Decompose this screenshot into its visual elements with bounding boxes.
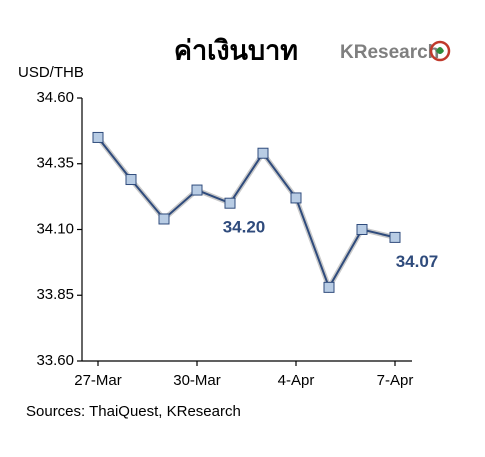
marker <box>125 174 137 186</box>
y-tick-label: 33.60 <box>36 352 74 369</box>
chart-title: ค่าเงินบาท <box>174 36 298 67</box>
y-tick-label: 34.35 <box>36 155 74 172</box>
marker <box>92 131 104 143</box>
x-tick-label: 7-Apr <box>377 372 414 389</box>
series-line <box>97 136 396 290</box>
y-axis-label: USD/THB <box>18 64 84 81</box>
marker <box>158 213 170 225</box>
marker <box>224 197 236 209</box>
brand-logo: KResearch <box>340 42 439 63</box>
logo-icon <box>429 40 451 62</box>
marker <box>290 192 302 204</box>
marker <box>323 281 335 293</box>
marker <box>389 231 401 243</box>
y-tick-label: 34.10 <box>36 220 74 237</box>
marker <box>191 184 203 196</box>
x-tick-label: 30-Mar <box>173 372 221 389</box>
source-note: Sources: ThaiQuest, KResearch <box>26 403 241 420</box>
line-outline <box>96 135 396 294</box>
x-tick-label: 4-Apr <box>278 372 315 389</box>
y-tick-label: 34.60 <box>36 89 74 106</box>
logo-leaf <box>436 47 444 54</box>
marker <box>257 147 269 159</box>
value-label: 34.20 <box>223 218 266 237</box>
marker <box>356 224 368 235</box>
y-tick-label: 33.85 <box>36 286 74 303</box>
value-label: 34.07 <box>396 252 439 271</box>
x-tick-label: 27-Mar <box>74 372 122 389</box>
